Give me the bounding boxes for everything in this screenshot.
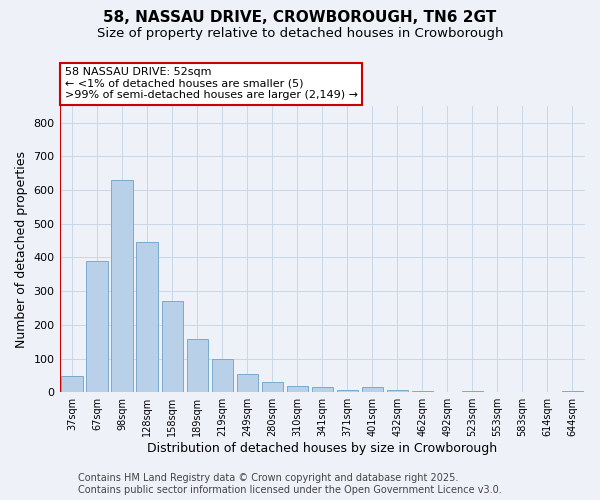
Bar [187, 339, 208, 392]
Text: 58, NASSAU DRIVE, CROWBOROUGH, TN6 2GT: 58, NASSAU DRIVE, CROWBOROUGH, TN6 2GT [103, 10, 497, 25]
Bar [236, 374, 258, 392]
Bar [412, 390, 433, 392]
Bar [61, 376, 83, 392]
Bar [337, 390, 358, 392]
X-axis label: Distribution of detached houses by size in Crowborough: Distribution of detached houses by size … [147, 442, 497, 455]
Bar [387, 390, 408, 392]
Bar [362, 387, 383, 392]
Y-axis label: Number of detached properties: Number of detached properties [15, 150, 28, 348]
Bar [161, 302, 183, 392]
Bar [311, 387, 333, 392]
Bar [262, 382, 283, 392]
Bar [212, 358, 233, 392]
Bar [86, 261, 108, 392]
Text: 58 NASSAU DRIVE: 52sqm
← <1% of detached houses are smaller (5)
>99% of semi-det: 58 NASSAU DRIVE: 52sqm ← <1% of detached… [65, 67, 358, 100]
Bar [112, 180, 133, 392]
Bar [287, 386, 308, 392]
Bar [136, 242, 158, 392]
Bar [462, 390, 483, 392]
Bar [562, 390, 583, 392]
Text: Contains HM Land Registry data © Crown copyright and database right 2025.
Contai: Contains HM Land Registry data © Crown c… [78, 474, 502, 495]
Text: Size of property relative to detached houses in Crowborough: Size of property relative to detached ho… [97, 28, 503, 40]
